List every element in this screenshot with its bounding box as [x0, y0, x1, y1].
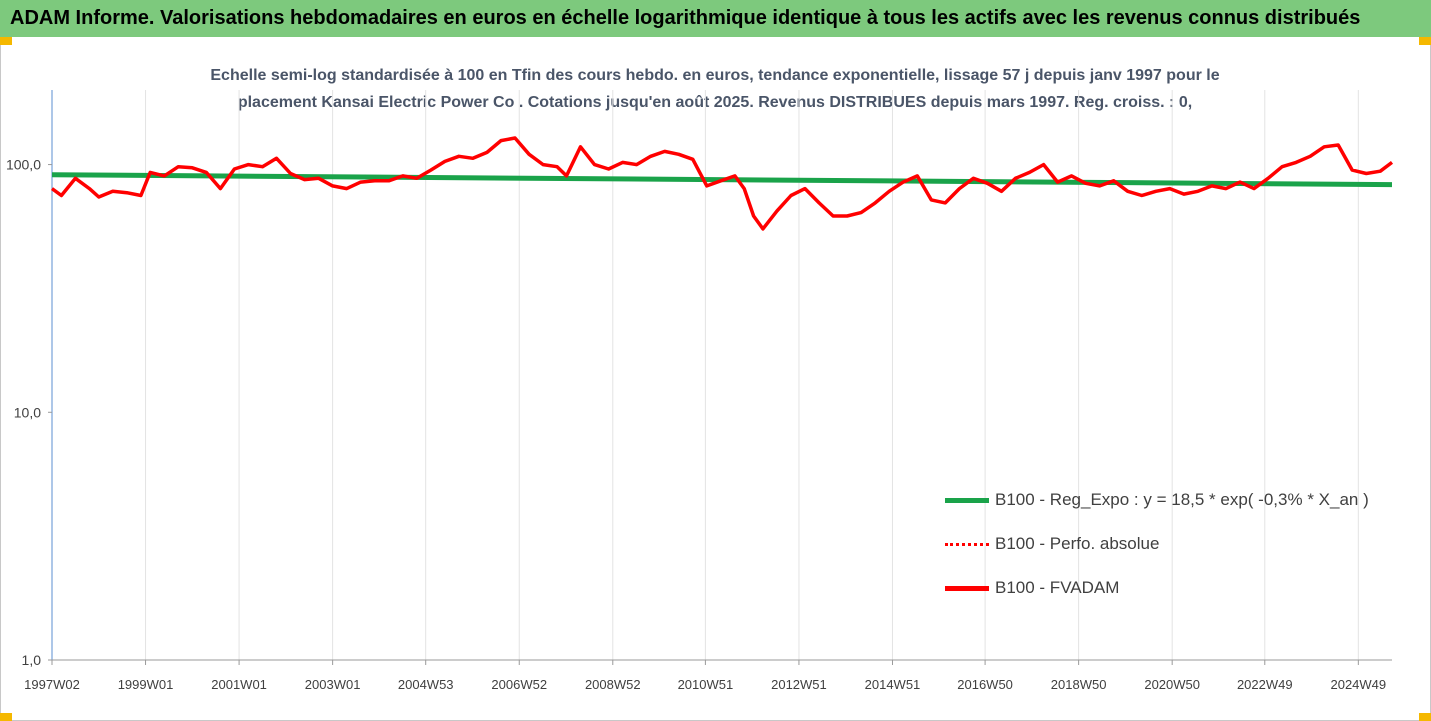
x-tick-label: 1999W01 [118, 677, 174, 692]
legend-swatch-fvadam [945, 585, 989, 591]
x-tick-label: 2018W50 [1051, 677, 1107, 692]
x-tick-label: 2006W52 [491, 677, 547, 692]
x-tick-label: 2022W49 [1237, 677, 1293, 692]
x-tick-label: 2024W49 [1330, 677, 1386, 692]
x-tick-label: 2012W51 [771, 677, 827, 692]
axes: 1997W02 1999W01 2001W01 2003W01 2004W53 2006W… [6, 90, 1392, 692]
y-tick-label: 1,0 [22, 652, 42, 668]
series-line-fvadam [50, 136, 1394, 231]
chart-title: Echelle semi-log standardisée à 100 en T… [170, 62, 1260, 116]
legend-swatch-regression [945, 497, 989, 503]
x-tick-label: 2001W01 [211, 677, 267, 692]
legend: B100 - Reg_Expo : y = 18,5 * exp( -0,3% … [945, 478, 1369, 610]
chart-title-line-1: Echelle semi-log standardisée à 100 en T… [210, 67, 1220, 84]
series [50, 136, 1394, 231]
legend-item-perfo: B100 - Perfo. absolue [945, 522, 1369, 566]
chart-title-line-2: placement Kansai Electric Power Co . Cot… [237, 94, 1193, 111]
corner-mark-bottom-right [1419, 713, 1431, 721]
legend-label-regression: B100 - Reg_Expo : y = 18,5 * exp( -0,3% … [995, 490, 1369, 509]
corner-mark-top-left [0, 37, 12, 45]
legend-label-fvadam: B100 - FVADAM [995, 578, 1120, 597]
corner-mark-bottom-left [0, 713, 12, 721]
x-tick-label: 2004W53 [398, 677, 454, 692]
x-tick-label: 2010W51 [678, 677, 734, 692]
legend-item-regression: B100 - Reg_Expo : y = 18,5 * exp( -0,3% … [945, 478, 1369, 522]
legend-label-perfo: B100 - Perfo. absolue [995, 534, 1160, 553]
x-tick-label: 2003W01 [305, 677, 361, 692]
x-tick-label: 2014W51 [865, 677, 921, 692]
banner-title: ADAM Informe. Valorisations hebdomadaire… [0, 0, 1431, 37]
x-tick-label: 2008W52 [585, 677, 641, 692]
x-tick-label: 1997W02 [24, 677, 80, 692]
y-tick-label: 100,0 [6, 157, 41, 173]
x-tick-label: 2020W50 [1144, 677, 1200, 692]
x-tick-label: 2016W50 [957, 677, 1013, 692]
y-tick-label: 10,0 [14, 404, 41, 420]
legend-item-fvadam: B100 - FVADAM [945, 566, 1369, 610]
corner-mark-top-right [1419, 37, 1431, 45]
legend-swatch-perfo [945, 542, 989, 546]
